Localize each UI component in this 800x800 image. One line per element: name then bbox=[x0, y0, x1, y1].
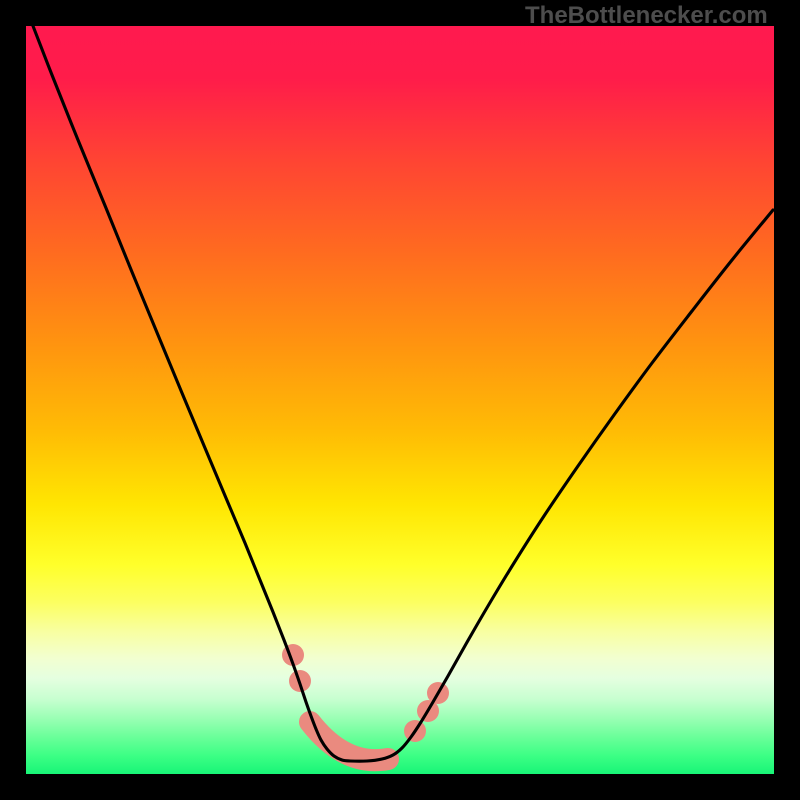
watermark-label: TheBottlenecker.com bbox=[525, 2, 768, 30]
bottleneck-chart bbox=[0, 0, 800, 800]
chart-background bbox=[26, 26, 774, 774]
